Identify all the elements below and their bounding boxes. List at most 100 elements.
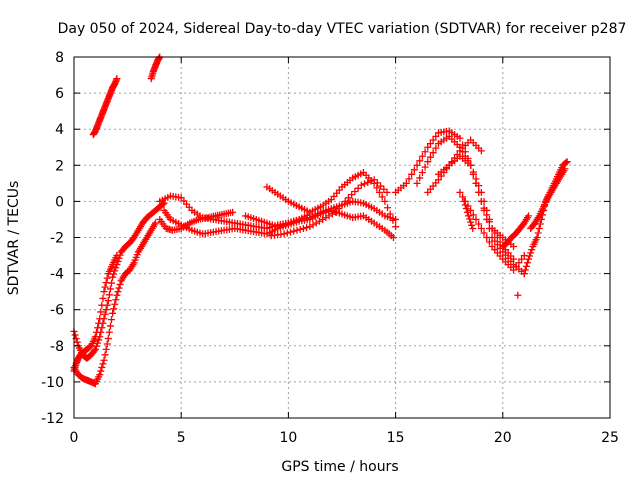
data-point (373, 179, 381, 187)
data-point (354, 184, 362, 192)
data-point (101, 351, 109, 359)
data-point (426, 140, 434, 148)
data-point (456, 188, 464, 196)
data-point (104, 335, 112, 343)
data-point (73, 338, 81, 346)
data-point (96, 315, 104, 323)
data-point (475, 220, 483, 228)
data-point (151, 219, 159, 227)
data-marks (70, 53, 571, 388)
series-mid-c (156, 208, 237, 234)
data-point (562, 159, 570, 167)
data-point (461, 201, 469, 209)
data-point (416, 174, 424, 182)
data-point (483, 211, 491, 219)
data-point (378, 193, 386, 201)
data-point (535, 224, 543, 232)
data-point (413, 179, 421, 187)
x-axis-label: GPS time / hours (281, 459, 398, 475)
data-point (510, 266, 518, 274)
data-point (429, 149, 437, 157)
data-point (91, 333, 99, 341)
data-point (520, 270, 528, 278)
data-point (525, 212, 533, 220)
data-point (410, 166, 418, 174)
data-point (380, 185, 388, 193)
data-point (464, 212, 472, 220)
data-point (293, 226, 301, 234)
data-point (338, 201, 346, 209)
data-point (462, 205, 470, 213)
data-point (91, 345, 99, 353)
x-tick-label: 5 (177, 430, 186, 446)
data-point (485, 218, 493, 226)
data-point (103, 274, 111, 282)
data-point (518, 255, 526, 263)
data-point (113, 252, 121, 260)
data-point (469, 224, 477, 232)
y-tick-label: -10 (41, 375, 64, 391)
data-point (114, 288, 122, 296)
data-point (100, 288, 108, 296)
data-point (472, 179, 480, 187)
data-point (510, 243, 518, 251)
data-point (477, 197, 485, 205)
data-point (472, 215, 480, 223)
data-point (335, 205, 343, 213)
y-tick-label: 4 (55, 122, 64, 138)
y-axis-label: SDTVAR / TECUs (6, 181, 22, 296)
data-point (383, 188, 391, 196)
data-point (377, 182, 385, 190)
data-point (424, 158, 432, 166)
data-point (416, 157, 424, 165)
x-tick-label: 15 (387, 430, 405, 446)
data-point (510, 255, 518, 263)
data-point (110, 305, 118, 313)
data-point (105, 291, 113, 299)
y-tick-label: -12 (41, 411, 64, 427)
data-point (469, 170, 477, 178)
data-point (93, 328, 101, 336)
data-point (376, 188, 384, 196)
data-point (332, 208, 340, 216)
data-point (514, 291, 522, 299)
data-point (99, 360, 107, 368)
data-point (485, 238, 493, 246)
series-late-d (434, 152, 518, 251)
data-point (413, 161, 421, 169)
data-point (108, 316, 116, 324)
data-point (421, 148, 429, 156)
data-point (299, 224, 307, 232)
data-point (528, 246, 536, 254)
data-point (512, 262, 520, 270)
data-point (98, 363, 106, 371)
y-tick-label: -4 (50, 267, 64, 283)
data-point (421, 163, 429, 171)
data-point (106, 322, 114, 330)
data-point (101, 283, 109, 291)
data-point (432, 144, 440, 152)
data-point (280, 230, 288, 238)
data-point (95, 336, 103, 344)
data-point (103, 340, 111, 348)
data-point (525, 255, 533, 263)
data-point (100, 356, 108, 364)
series-late-e (456, 188, 528, 274)
chart-title: Day 050 of 2024, Sidereal Day-to-day VTE… (58, 21, 627, 37)
data-point (97, 367, 105, 375)
data-point (463, 208, 471, 216)
x-tick-label: 25 (601, 430, 619, 446)
data-point (408, 170, 416, 178)
data-point (533, 234, 541, 241)
data-point (536, 220, 544, 228)
data-point (102, 279, 110, 287)
data-point (389, 216, 397, 224)
data-point (466, 215, 474, 223)
data-point (523, 259, 531, 267)
y-tick-label: 6 (55, 86, 64, 102)
data-point (97, 308, 105, 316)
data-point (105, 328, 113, 336)
data-point (303, 224, 311, 232)
data-point (90, 347, 98, 355)
series-early-rise (89, 75, 121, 139)
